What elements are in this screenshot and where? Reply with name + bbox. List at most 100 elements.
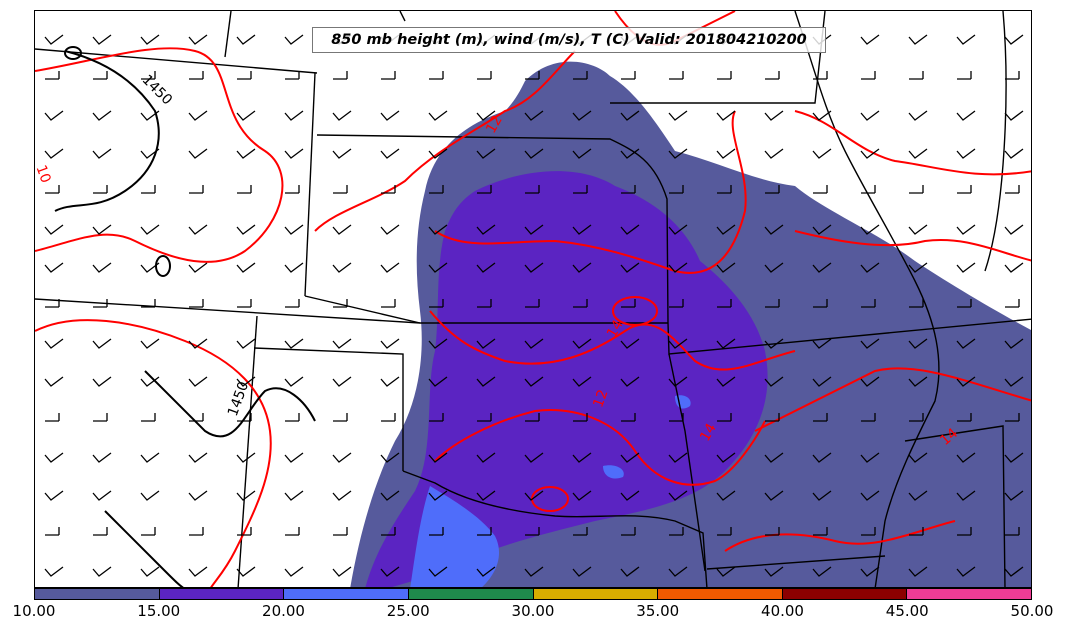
colorbar-tick-label: 30.00: [511, 602, 555, 620]
wind-barb: [860, 376, 880, 387]
wind-barb: [572, 224, 592, 235]
wind-barb: [813, 413, 828, 422]
colorbar-tick-label: 15.00: [137, 602, 181, 620]
height-contour-loop: [64, 46, 82, 60]
wind-barb: [141, 527, 156, 536]
wind-barb: [1005, 413, 1020, 422]
wind-barb: [141, 185, 156, 194]
wind-barb: [93, 299, 108, 308]
wind-barb: [237, 527, 252, 536]
wind-barb: [188, 566, 208, 577]
wind-barb: [92, 110, 112, 121]
wind-barb: [140, 148, 160, 159]
wind-barb: [908, 34, 928, 45]
height-contours: [54, 46, 316, 587]
wind-barb: [236, 338, 256, 349]
colorbar-segment: [906, 589, 1031, 599]
wind-barb: [1004, 566, 1024, 577]
height-contour-loop: [155, 255, 171, 277]
wind-barb: [669, 527, 684, 536]
wind-barb: [909, 527, 924, 536]
wind-barb: [333, 71, 348, 80]
wind-barb: [908, 490, 928, 501]
wind-barb: [956, 262, 976, 273]
wind-barb: [716, 148, 736, 159]
temp-contour-label: 12: [590, 387, 611, 409]
wind-barb: [621, 185, 636, 194]
wind-barb: [380, 224, 400, 235]
state-line-oklahoma-south: [402, 470, 708, 587]
state-line-nebraska: [316, 134, 669, 324]
wind-barb: [1004, 490, 1024, 501]
wind-barb: [572, 566, 592, 577]
wind-barb: [188, 338, 208, 349]
wind-barb: [1004, 148, 1024, 159]
wind-barb: [380, 262, 400, 273]
wind-barb: [332, 224, 352, 235]
wind-barb: [524, 148, 544, 159]
wind-barb: [1005, 71, 1020, 80]
wind-barb: [524, 224, 544, 235]
colorbar-tick-label: 25.00: [386, 602, 430, 620]
wind-barb: [572, 452, 592, 463]
wind-barb: [620, 262, 640, 273]
wind-barb: [860, 110, 880, 121]
wind-barb: [668, 110, 688, 121]
wind-barb: [476, 224, 496, 235]
temp-contour-loop: [612, 296, 658, 326]
colorbar-segment: [35, 589, 159, 599]
wind-barb: [813, 299, 828, 308]
wind-barb: [188, 452, 208, 463]
wind-barb: [909, 71, 924, 80]
wind-barb: [908, 148, 928, 159]
wind-barb: [428, 224, 448, 235]
wind-barb: [717, 71, 732, 80]
wind-barb: [860, 490, 880, 501]
temp-contour-label: 14: [604, 317, 627, 341]
wind-barb: [908, 338, 928, 349]
wind-barb: [861, 413, 876, 422]
wind-barb: [333, 185, 348, 194]
wind-barb: [812, 490, 832, 501]
temp-contour: [434, 409, 766, 486]
wind-barb: [140, 566, 160, 577]
wind-barb: [620, 452, 640, 463]
height-contour-label: 1450: [139, 72, 176, 109]
wind-barb: [908, 376, 928, 387]
wind-barb: [524, 262, 544, 273]
wind-barb: [956, 452, 976, 463]
wind-barb: [957, 527, 972, 536]
wind-barb: [236, 452, 256, 463]
wind-barb: [1004, 262, 1024, 273]
wind-barb: [573, 185, 588, 194]
wind-barb: [764, 262, 784, 273]
wind-barb: [572, 490, 592, 501]
wind-barb: [908, 262, 928, 273]
state-line-central-2: [304, 295, 421, 324]
wind-barb: [333, 299, 348, 308]
wind-barb: [188, 490, 208, 501]
wind-barb: [44, 490, 64, 501]
wind-barb: [189, 71, 204, 80]
wind-barb: [909, 185, 924, 194]
state-line-north-4: [399, 11, 406, 22]
wind-barb: [1004, 224, 1024, 235]
wind-barb: [93, 413, 108, 422]
wind-barb: [813, 185, 828, 194]
wind-barb: [620, 110, 640, 121]
wind-barb: [716, 490, 736, 501]
height-contour: [104, 510, 184, 587]
colorbar-tick-label: 45.00: [885, 602, 929, 620]
wind-barb: [92, 452, 112, 463]
colorbar-segment: [657, 589, 782, 599]
wind-barb: [1004, 110, 1024, 121]
wind-barb: [237, 299, 252, 308]
wind-barb: [333, 527, 348, 536]
colorbar-tick-label: 50.00: [1010, 602, 1054, 620]
wind-barb: [380, 376, 400, 387]
wind-barb: [956, 148, 976, 159]
wind-barb: [284, 452, 304, 463]
wind-barb: [861, 527, 876, 536]
wind-barb: [429, 185, 444, 194]
wind-barb: [765, 71, 780, 80]
